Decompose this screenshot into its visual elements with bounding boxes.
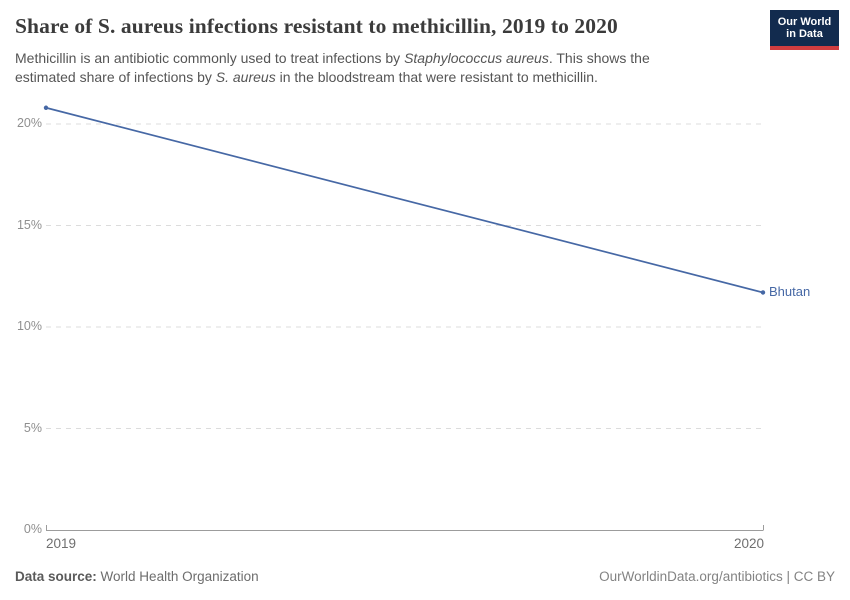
series-label-bhutan: Bhutan — [769, 284, 811, 300]
page-title: Share of S. aureus infections resistant … — [15, 14, 618, 38]
owid-logo-line2: in Data — [786, 28, 823, 40]
subtitle-species-italic: S. aureus — [215, 68, 276, 85]
y-tick-label: 10% — [16, 319, 42, 333]
data-point — [43, 105, 49, 110]
data-source-label: Data source: — [15, 569, 97, 584]
y-tick-label: 20% — [16, 116, 42, 130]
data-line-bhutan — [45, 106, 764, 294]
chart-subtitle: Methicillin is an antibiotic commonly us… — [15, 49, 691, 86]
data-source-value: World Health Organization — [100, 569, 259, 584]
y-tick-label: 15% — [16, 217, 42, 232]
subtitle-text: . This shows the estimated share of infe… — [15, 50, 650, 85]
owid-logo-line1: Our World — [777, 15, 832, 28]
subtitle-text: Methicillin is an antibiotic commonly us… — [15, 50, 405, 66]
subtitle-species-italic: Staphylococcus aureus — [404, 50, 549, 66]
y-tick-label: 0% — [23, 522, 42, 536]
subtitle-text: in the bloodstream that were resistant t… — [275, 68, 598, 85]
y-tick-label: 5% — [23, 420, 42, 435]
footer-credit-link[interactable]: OurWorldinData.org/antibiotics | CC BY — [599, 569, 835, 584]
data-source: Data source: World Health Organization — [15, 569, 259, 584]
data-point — [760, 290, 766, 295]
x-tick-label-2020: 2020 — [733, 536, 764, 551]
owid-logo[interactable]: Our World in Data — [770, 10, 839, 50]
x-tick-label-2019: 2019 — [46, 536, 77, 551]
